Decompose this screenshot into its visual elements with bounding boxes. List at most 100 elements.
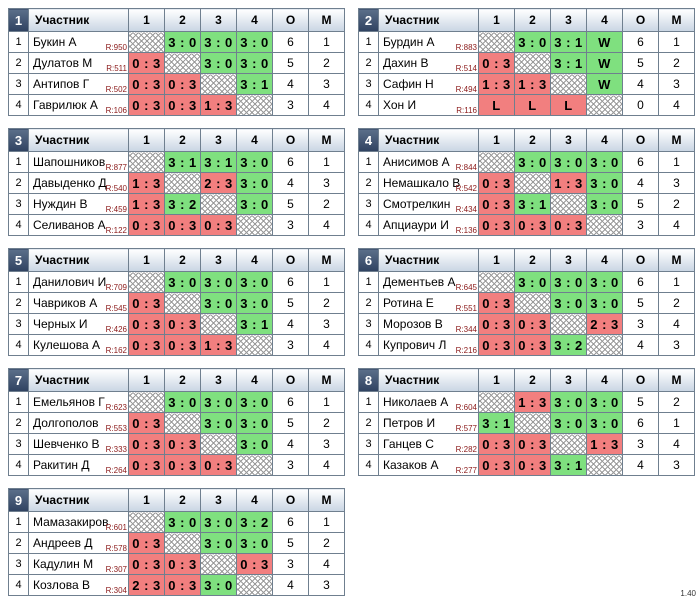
player-name[interactable]: Емельянов Г	[33, 395, 105, 409]
player-name-cell[interactable]: Антипов Г R:502	[28, 73, 129, 95]
points-value: 5	[622, 52, 659, 74]
player-name-cell[interactable]: Морозов В R:344	[378, 313, 479, 335]
player-name-cell[interactable]: Дулатов М R:511	[28, 52, 129, 74]
match-score: 0 : 3	[128, 412, 165, 434]
player-name[interactable]: Кадулин М	[33, 557, 94, 571]
player-name-cell[interactable]: Букин А R:950	[28, 31, 129, 53]
match-score: 3 : 0	[514, 151, 551, 173]
player-name[interactable]: Купрович Л	[383, 338, 447, 352]
points-value: 3	[272, 214, 309, 236]
player-name[interactable]: Апциаури И	[383, 218, 449, 232]
points-value: 4	[622, 172, 659, 194]
match-score: 0 : 3	[514, 214, 551, 236]
player-name[interactable]: Козлова В	[33, 578, 90, 592]
player-name-cell[interactable]: Емельянов Г R:623	[28, 391, 129, 413]
player-name[interactable]: Антипов Г	[33, 77, 90, 91]
player-name-cell[interactable]: Селиванов А R:122	[28, 214, 129, 236]
player-name-cell[interactable]: Шевченко В R:333	[28, 433, 129, 455]
player-name[interactable]: Андреев Д	[33, 536, 93, 550]
player-name-cell[interactable]: Бурдин А R:883	[378, 31, 479, 53]
player-name[interactable]: Сафин Н	[383, 77, 434, 91]
place-value: 1	[308, 31, 345, 53]
place-value: 3	[658, 454, 695, 476]
player-name[interactable]: Гаврилюк А	[33, 98, 98, 112]
player-name[interactable]: Ротина Е	[383, 296, 434, 310]
group-header-row: 7 Участник 1 2 3 4 О М	[8, 368, 345, 392]
player-name-cell[interactable]: Андреев Д R:578	[28, 532, 129, 554]
player-name-cell[interactable]: Ганцев С R:282	[378, 433, 479, 455]
player-name-cell[interactable]: Ротина Е R:551	[378, 292, 479, 314]
player-name[interactable]: Анисимов А	[383, 155, 450, 169]
player-name[interactable]: Морозов В	[383, 317, 443, 331]
player-name-cell[interactable]: Апциаури И R:136	[378, 214, 479, 236]
player-name-cell[interactable]: Гаврилюк А R:106	[28, 94, 129, 116]
match-score: 3 : 0	[236, 31, 273, 53]
player-name-cell[interactable]: Данилович И R:709	[28, 271, 129, 293]
player-name[interactable]: Хон И	[383, 98, 417, 112]
player-name[interactable]: Мамазакиров	[33, 515, 109, 529]
player-name[interactable]: Шапошников	[33, 155, 106, 169]
player-name-cell[interactable]: Купрович Л R:216	[378, 334, 479, 356]
player-name-cell[interactable]: Чавриков А R:545	[28, 292, 129, 314]
player-name-cell[interactable]: Мамазакиров R:601	[28, 511, 129, 533]
player-name-cell[interactable]: Смотрелкин R:434	[378, 193, 479, 215]
player-name-cell[interactable]: Хон И R:116	[378, 94, 479, 116]
player-name[interactable]: Кулешова А	[33, 338, 100, 352]
player-name-cell[interactable]: Николаев А R:604	[378, 391, 479, 413]
player-name-cell[interactable]: Дахин В R:514	[378, 52, 479, 74]
player-name[interactable]: Шевченко В	[33, 437, 100, 451]
player-name-cell[interactable]: Дементьев А R:645	[378, 271, 479, 293]
player-name[interactable]: Казаков А	[383, 458, 439, 472]
player-name[interactable]: Бурдин А	[383, 35, 435, 49]
match-score: 0 : 3	[128, 433, 165, 455]
player-name[interactable]: Ганцев С	[383, 437, 434, 451]
player-name[interactable]: Смотрелкин	[383, 197, 451, 211]
player-name[interactable]: Букин А	[33, 35, 77, 49]
player-name-cell[interactable]: Петров И R:577	[378, 412, 479, 434]
player-name[interactable]: Ракитин Д	[33, 458, 90, 472]
player-name[interactable]: Николаев А	[383, 395, 449, 409]
player-name-cell[interactable]: Ракитин Д R:264	[28, 454, 129, 476]
participant-header: Участник	[378, 128, 479, 152]
player-name[interactable]: Дулатов М	[33, 56, 93, 70]
player-name-cell[interactable]: Казаков А R:277	[378, 454, 479, 476]
player-name[interactable]: Немашкало В	[383, 176, 461, 190]
player-name-cell[interactable]: Немашкало В R:542	[378, 172, 479, 194]
player-name[interactable]: Петров И	[383, 416, 436, 430]
player-name[interactable]: Дахин В	[383, 56, 429, 70]
player-name[interactable]: Нуждин В	[33, 197, 88, 211]
match-score: 3 : 0	[236, 193, 273, 215]
player-name-cell[interactable]: Кадулин М R:307	[28, 553, 129, 575]
match-score: 3 : 0	[586, 292, 623, 314]
player-name[interactable]: Дементьев А	[383, 275, 456, 289]
player-name-cell[interactable]: Долгополов R:553	[28, 412, 129, 434]
player-name-cell[interactable]: Кулешова А R:162	[28, 334, 129, 356]
match-score: 0 : 3	[128, 52, 165, 74]
player-name[interactable]: Данилович И	[33, 275, 107, 289]
player-name-cell[interactable]: Давыденко Д R:540	[28, 172, 129, 194]
match-score: W	[586, 73, 623, 95]
points-value: 3	[272, 334, 309, 356]
player-name-cell[interactable]: Черных И R:426	[28, 313, 129, 335]
player-name[interactable]: Долгополов	[33, 416, 99, 430]
player-name[interactable]: Черных И	[33, 317, 88, 331]
points-value: 5	[272, 292, 309, 314]
player-name[interactable]: Чавриков А	[33, 296, 98, 310]
player-name-cell[interactable]: Анисимов А R:844	[378, 151, 479, 173]
player-name[interactable]: Давыденко Д	[33, 176, 107, 190]
player-name-cell[interactable]: Нуждин В R:459	[28, 193, 129, 215]
column-header-1: 1	[128, 8, 165, 32]
player-name-cell[interactable]: Шапошников R:877	[28, 151, 129, 173]
player-name-cell[interactable]: Козлова В R:304	[28, 574, 129, 596]
place-value: 3	[308, 574, 345, 596]
player-name-cell[interactable]: Сафин Н R:494	[378, 73, 479, 95]
column-header-4: 4	[586, 248, 623, 272]
player-name[interactable]: Селиванов А	[33, 218, 106, 232]
self-cell	[550, 433, 587, 455]
self-cell	[164, 532, 201, 554]
